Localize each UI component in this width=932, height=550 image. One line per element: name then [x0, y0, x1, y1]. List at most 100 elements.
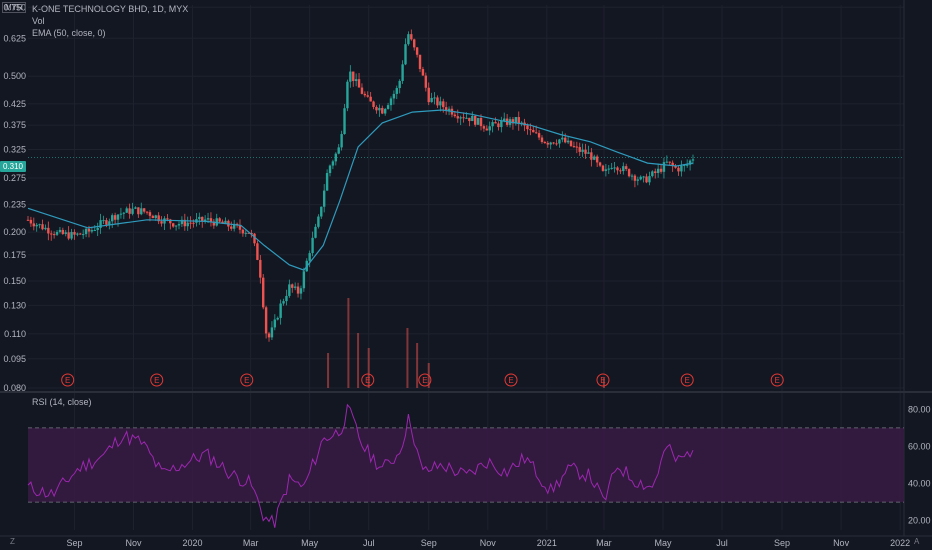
time-tick-label: Mar: [596, 538, 612, 548]
candle-body: [691, 159, 695, 161]
candle-body: [102, 220, 105, 222]
candle-body: [166, 218, 169, 220]
price-tick-label: 0.175: [3, 250, 26, 260]
time-tick-label: Nov: [833, 538, 850, 548]
candle-body: [183, 219, 187, 227]
candle-body: [259, 259, 262, 278]
candle-body: [558, 139, 561, 144]
candle-body: [320, 206, 323, 217]
rsi-legend[interactable]: RSI (14, close): [32, 397, 92, 407]
candle-body: [119, 213, 123, 215]
candle-body: [288, 284, 291, 296]
candle-body: [134, 207, 137, 209]
candle-body: [192, 222, 195, 224]
rsi-tick-label: 20.00: [908, 516, 931, 526]
candle-body: [163, 218, 166, 224]
candle-body: [247, 232, 250, 234]
earnings-marker-label: E: [775, 376, 780, 385]
candle-body: [218, 218, 221, 222]
earnings-marker-label: E: [244, 376, 249, 385]
volume-bar: [347, 298, 350, 388]
candle-body: [418, 54, 422, 70]
candle-body: [264, 307, 268, 334]
candle-body: [32, 223, 36, 227]
candle-body: [224, 220, 227, 224]
candle-body: [343, 108, 346, 135]
candle-body: [142, 208, 146, 212]
candle-body: [442, 101, 445, 108]
time-tick-label: 2021: [537, 538, 557, 548]
volume-bar: [357, 333, 360, 388]
volume-bar: [327, 353, 330, 388]
candle-body: [262, 277, 265, 308]
volume-bar: [367, 348, 370, 388]
candle-body: [593, 156, 596, 160]
candle-body: [471, 115, 474, 122]
candle-body: [654, 171, 657, 174]
candle-body: [633, 175, 637, 181]
candle-body: [590, 152, 593, 160]
earnings-marker-label: E: [685, 376, 690, 385]
candle-body: [311, 237, 314, 254]
candle-body: [662, 162, 666, 172]
candle-body: [302, 271, 306, 289]
candle-body: [447, 108, 451, 111]
candle-body: [468, 117, 471, 122]
candle-body: [337, 147, 340, 154]
candle-body: [360, 87, 364, 94]
candle-body: [491, 122, 494, 127]
candle-body: [671, 162, 674, 166]
candle-body: [479, 118, 483, 127]
time-tick-label: Sep: [421, 538, 437, 548]
ema-legend[interactable]: EMA (50, close, 0): [32, 28, 106, 38]
candle-body: [232, 223, 236, 229]
candle-body: [93, 230, 96, 232]
candle-body: [680, 165, 683, 172]
candle-body: [70, 232, 73, 239]
earnings-marker-label: E: [508, 376, 513, 385]
time-tick-label: Sep: [774, 538, 790, 548]
earnings-marker-label: E: [365, 376, 370, 385]
rsi-band: [28, 427, 904, 503]
candle-body: [517, 117, 520, 124]
price-tick-label: 0.325: [3, 145, 26, 155]
candle-body: [111, 215, 114, 222]
candle-body: [79, 233, 82, 235]
auto-scale-button[interactable]: A: [914, 537, 920, 546]
candle-body: [584, 149, 587, 154]
candle-body: [244, 232, 247, 234]
candle-body: [145, 211, 149, 213]
candle-body: [47, 227, 50, 234]
candle-body: [439, 101, 442, 106]
earnings-marker-label: E: [154, 376, 159, 385]
candle-body: [105, 220, 108, 225]
volume-bar: [602, 378, 605, 388]
time-tick-label: May: [654, 538, 672, 548]
candle-body: [151, 215, 155, 219]
candle-body: [610, 167, 613, 169]
candle-body: [87, 228, 91, 232]
candle-body: [511, 119, 515, 124]
price-tick-label: 0.750: [3, 2, 26, 12]
candle-body: [639, 176, 642, 180]
candle-body: [90, 230, 94, 232]
price-tick-label: 0.110: [4, 329, 26, 339]
candle-body: [325, 173, 329, 191]
volume-legend[interactable]: Vol: [32, 16, 45, 26]
candle-body: [514, 117, 518, 124]
candle-body: [642, 176, 645, 178]
candle-body: [685, 164, 689, 166]
candle-body: [334, 153, 338, 162]
candle-body: [444, 107, 448, 111]
zoom-button[interactable]: Z: [10, 537, 15, 546]
symbol-title[interactable]: K-ONE TECHNOLOGY BHD, 1D, MYX: [32, 4, 189, 14]
candle-body: [494, 122, 497, 124]
candle-body: [616, 167, 619, 171]
candle-body: [198, 216, 201, 220]
candle-body: [372, 101, 375, 107]
candle-body: [436, 97, 439, 106]
candle-body: [430, 97, 433, 103]
candle-body: [273, 319, 277, 328]
